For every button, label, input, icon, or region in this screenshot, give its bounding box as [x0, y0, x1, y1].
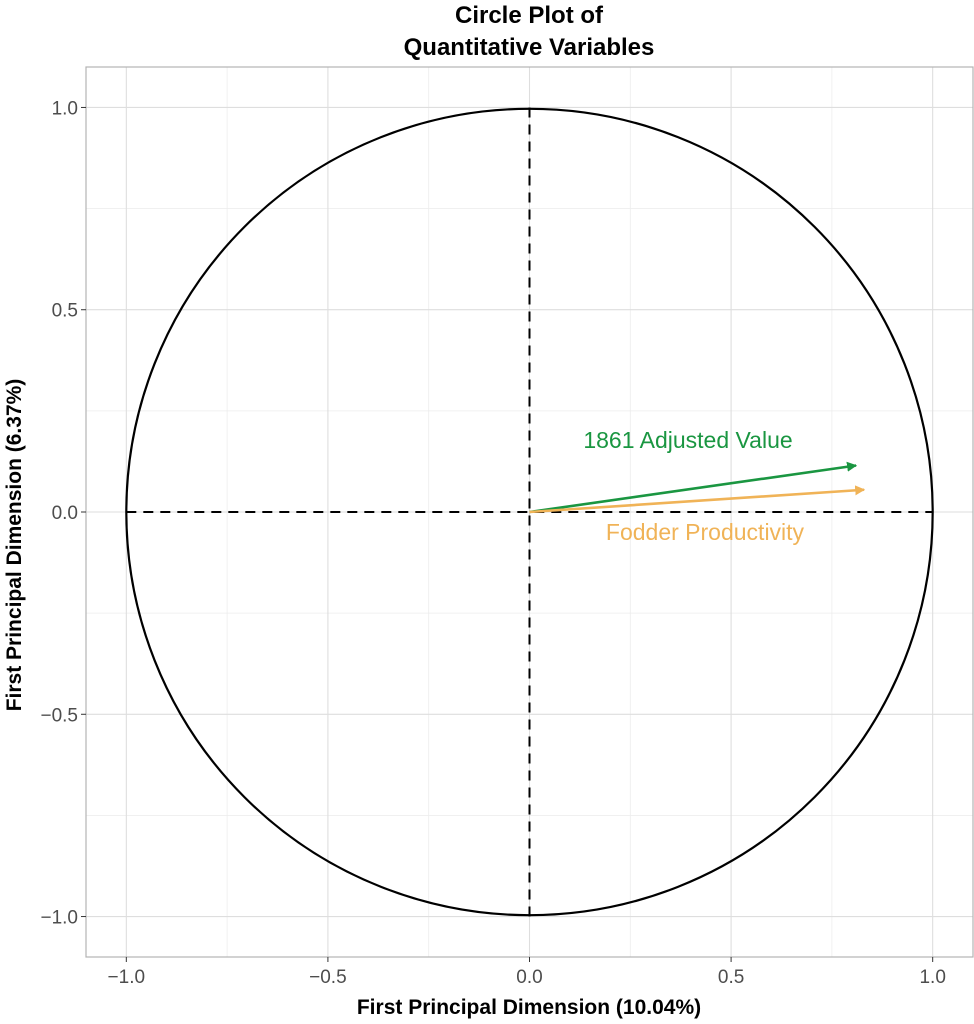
- x-axis-title: First Principal Dimension (10.04%): [357, 996, 701, 1019]
- y-axis-ticks: −1.0 −0.5 0.0 0.5 1.0: [40, 98, 86, 929]
- x-tick-label: 0.5: [718, 967, 744, 988]
- chart-title-line-2: Quantitative Variables: [404, 34, 655, 61]
- y-axis-title: First Principal Dimension (6.37%): [3, 379, 26, 712]
- variable-label-1861-adjusted-value: 1861 Adjusted Value: [583, 427, 792, 453]
- y-tick-label: 1.0: [52, 98, 78, 119]
- variable-label-fodder-productivity: Fodder Productivity: [606, 519, 805, 545]
- x-tick-label: 0.0: [516, 967, 542, 988]
- variable-arrow-1861-adjusted-value: [529, 461, 858, 514]
- y-tick-label: −1.0: [40, 908, 78, 929]
- x-tick-label: −0.5: [309, 967, 347, 988]
- x-axis-ticks: −1.0 −0.5 0.0 0.5 1.0: [108, 957, 946, 988]
- x-tick-label: 1.0: [919, 967, 945, 988]
- y-tick-label: 0.0: [52, 503, 78, 524]
- variable-arrow-fodder-productivity: [529, 485, 866, 514]
- y-tick-label: −0.5: [40, 705, 78, 726]
- chart-title-line-1: Circle Plot of: [455, 2, 604, 29]
- y-tick-label: 0.5: [52, 301, 78, 322]
- x-tick-label: −1.0: [108, 967, 146, 988]
